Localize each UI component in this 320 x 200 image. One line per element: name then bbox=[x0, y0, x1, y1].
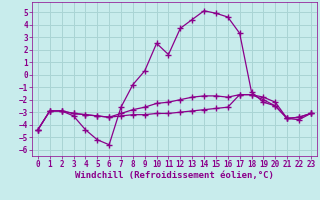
X-axis label: Windchill (Refroidissement éolien,°C): Windchill (Refroidissement éolien,°C) bbox=[75, 171, 274, 180]
